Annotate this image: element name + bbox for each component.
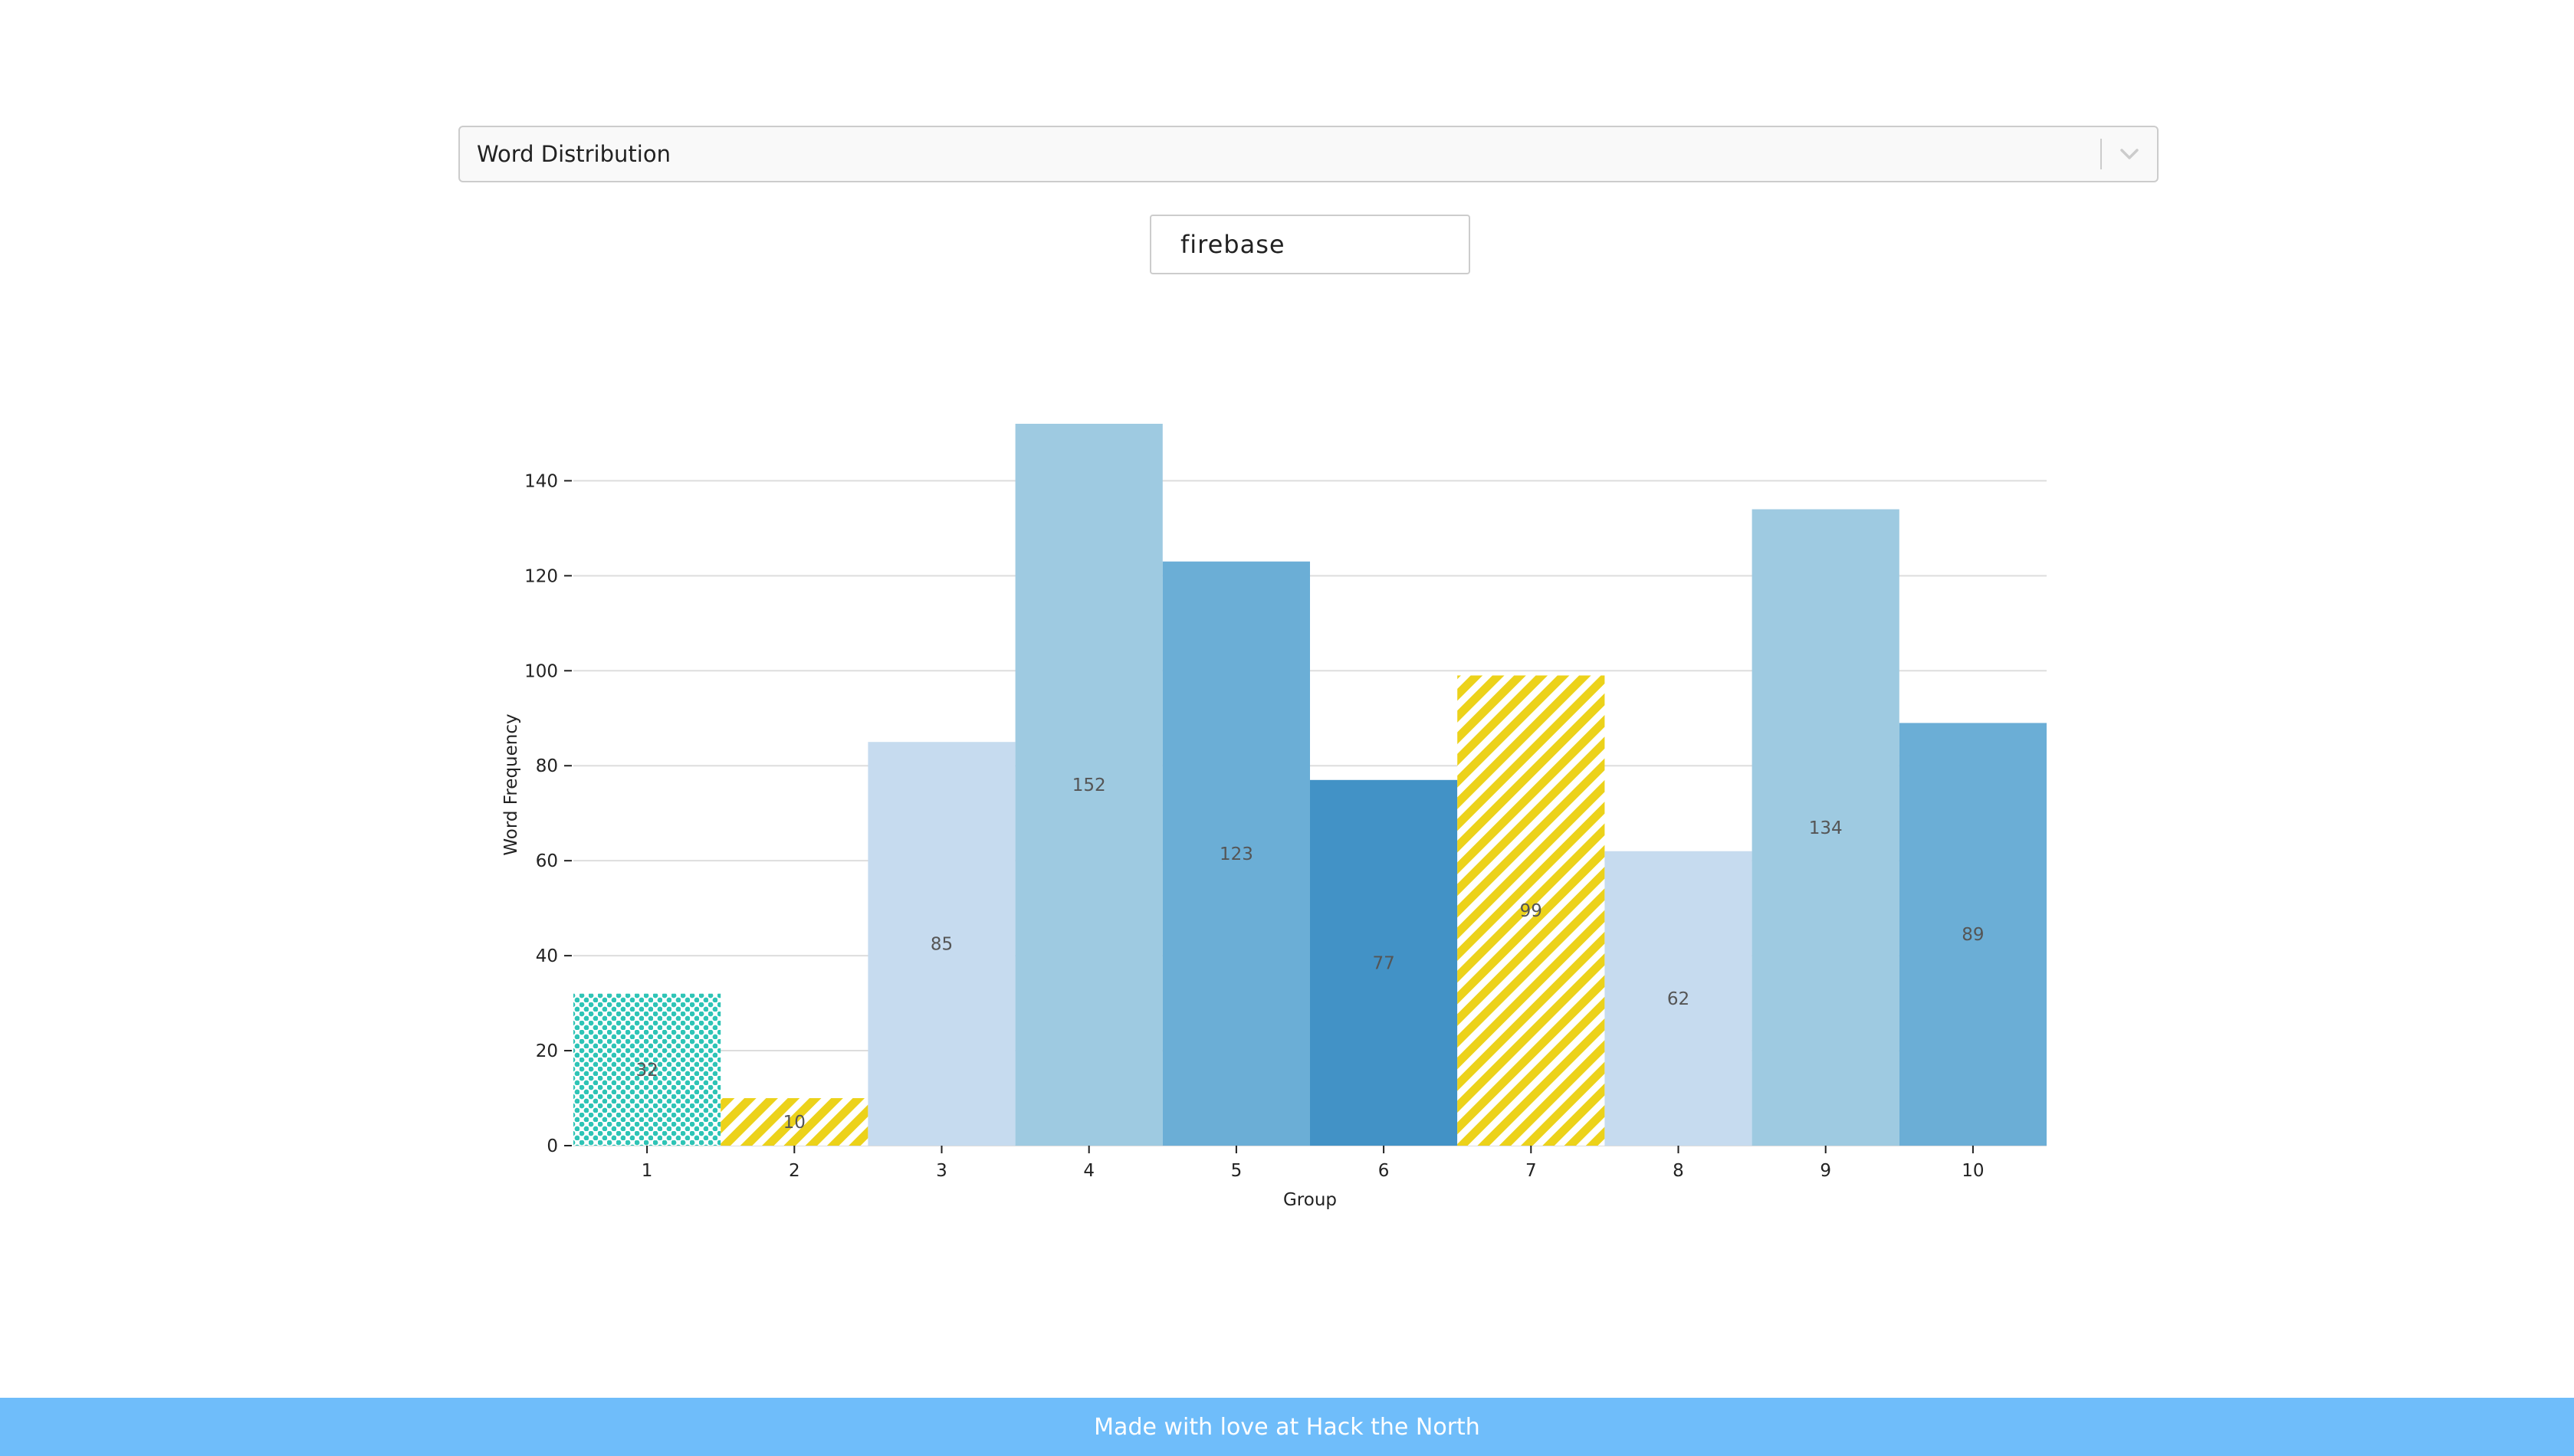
x-tick-label: 6 — [1378, 1161, 1390, 1181]
x-tick-label: 5 — [1231, 1161, 1243, 1181]
bar-1 — [573, 993, 721, 1146]
bar-value-label: 62 — [1667, 989, 1689, 1009]
y-tick-label: 40 — [536, 946, 558, 966]
bar-5 — [1162, 561, 1310, 1146]
x-tick-label: 3 — [936, 1161, 947, 1181]
x-axis-label: Group — [1283, 1190, 1337, 1210]
chevron-down-icon[interactable] — [2102, 126, 2157, 182]
y-axis-label: Word Frequency — [501, 713, 521, 855]
bar-labels: 32 10 85 152 123 77 99 62 134 89 — [635, 776, 1984, 1133]
y-tick-label: 80 — [536, 756, 558, 776]
bar-6 — [1310, 779, 1458, 1146]
select-separator — [2100, 139, 2102, 169]
y-tick-label: 60 — [536, 851, 558, 871]
y-tick-label: 20 — [536, 1041, 558, 1061]
bar-value-label: 32 — [635, 1061, 658, 1081]
y-tick-label: 140 — [524, 471, 558, 491]
bar-value-label: 77 — [1372, 953, 1394, 973]
bar-4 — [1015, 424, 1163, 1146]
bar-7 — [1457, 675, 1605, 1146]
bar-value-label: 152 — [1072, 776, 1106, 795]
bars — [573, 424, 2047, 1146]
bar-value-label: 123 — [1220, 844, 1253, 864]
x-tick-label: 4 — [1083, 1161, 1095, 1181]
x-tick-label: 10 — [1962, 1161, 1984, 1181]
y-tick-label: 0 — [547, 1136, 558, 1156]
y-tick-label: 100 — [524, 661, 558, 681]
bar-value-label: 99 — [1520, 901, 1542, 921]
search-input[interactable] — [1150, 215, 1470, 274]
bar-3 — [868, 742, 1016, 1146]
bar-value-label: 134 — [1809, 818, 1843, 838]
footer: Made with love at Hack the North — [0, 1398, 2574, 1456]
x-tick-label: 1 — [642, 1161, 653, 1181]
bar-value-label: 85 — [931, 935, 953, 955]
bar-8 — [1604, 851, 1752, 1146]
footer-text: Made with love at Hack the North — [1094, 1413, 1480, 1441]
chart-type-select-value: Word Distribution — [477, 141, 671, 167]
bar-10 — [1899, 723, 2047, 1146]
bar-value-label: 89 — [1962, 925, 1984, 945]
chart-type-select[interactable]: Word Distribution — [458, 126, 2159, 182]
x-tick-label: 2 — [789, 1161, 800, 1181]
bar-9 — [1752, 509, 1899, 1146]
x-tick-label: 7 — [1525, 1161, 1537, 1181]
y-tick-label: 120 — [524, 566, 558, 586]
bar-value-label: 10 — [783, 1113, 806, 1133]
bar-2 — [721, 1098, 868, 1146]
x-axis: 1 2 3 4 5 6 7 8 9 10 — [642, 1146, 1985, 1181]
x-tick-label: 9 — [1820, 1161, 1831, 1181]
y-axis: 0 20 40 60 80 100 120 140 — [524, 471, 572, 1156]
x-tick-label: 8 — [1673, 1161, 1684, 1181]
